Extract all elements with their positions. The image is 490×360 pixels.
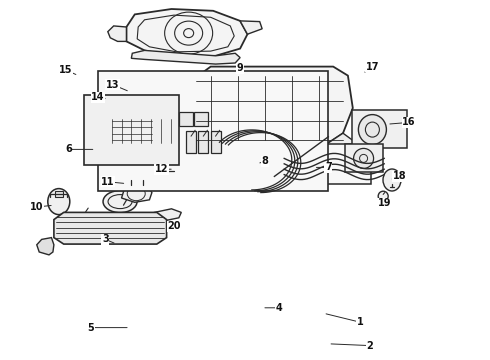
Text: 19: 19 [378, 198, 392, 208]
Polygon shape [122, 185, 152, 202]
Polygon shape [131, 50, 240, 64]
Ellipse shape [383, 169, 401, 191]
Text: 18: 18 [392, 171, 406, 181]
Text: 6: 6 [65, 144, 72, 154]
Text: 9: 9 [237, 63, 244, 73]
Polygon shape [37, 238, 54, 255]
Bar [281, 144, 371, 184]
Bar [352, 110, 407, 148]
Polygon shape [189, 67, 353, 155]
Text: 17: 17 [366, 62, 379, 72]
Ellipse shape [358, 114, 387, 145]
Text: 14: 14 [91, 92, 105, 102]
Ellipse shape [354, 148, 373, 168]
Ellipse shape [48, 189, 70, 215]
Text: 5: 5 [87, 323, 94, 333]
Text: 7: 7 [325, 162, 332, 172]
Bar [344, 144, 383, 172]
Bar [84, 95, 179, 165]
Text: 13: 13 [106, 80, 120, 90]
Text: 2: 2 [367, 341, 373, 351]
Text: 1: 1 [357, 317, 364, 327]
Bar [170, 162, 185, 176]
Polygon shape [240, 21, 262, 34]
Bar [98, 71, 328, 192]
Ellipse shape [378, 191, 388, 201]
Text: 15: 15 [59, 65, 73, 75]
Polygon shape [154, 209, 181, 220]
Bar [186, 131, 196, 153]
Bar [211, 131, 220, 153]
Text: 12: 12 [155, 164, 169, 174]
Polygon shape [176, 104, 194, 130]
Polygon shape [318, 133, 358, 162]
Text: 16: 16 [402, 117, 416, 127]
Bar [55, 192, 63, 197]
Polygon shape [54, 212, 167, 244]
Text: 4: 4 [276, 303, 283, 313]
Text: 20: 20 [167, 221, 181, 231]
Text: 10: 10 [30, 202, 44, 212]
Bar [179, 112, 193, 126]
Ellipse shape [103, 190, 137, 213]
Polygon shape [126, 9, 247, 57]
Polygon shape [108, 26, 126, 41]
Text: 11: 11 [101, 177, 115, 187]
Bar [194, 112, 208, 126]
Bar [198, 131, 208, 153]
Text: 8: 8 [261, 156, 268, 166]
Text: 3: 3 [102, 234, 109, 244]
